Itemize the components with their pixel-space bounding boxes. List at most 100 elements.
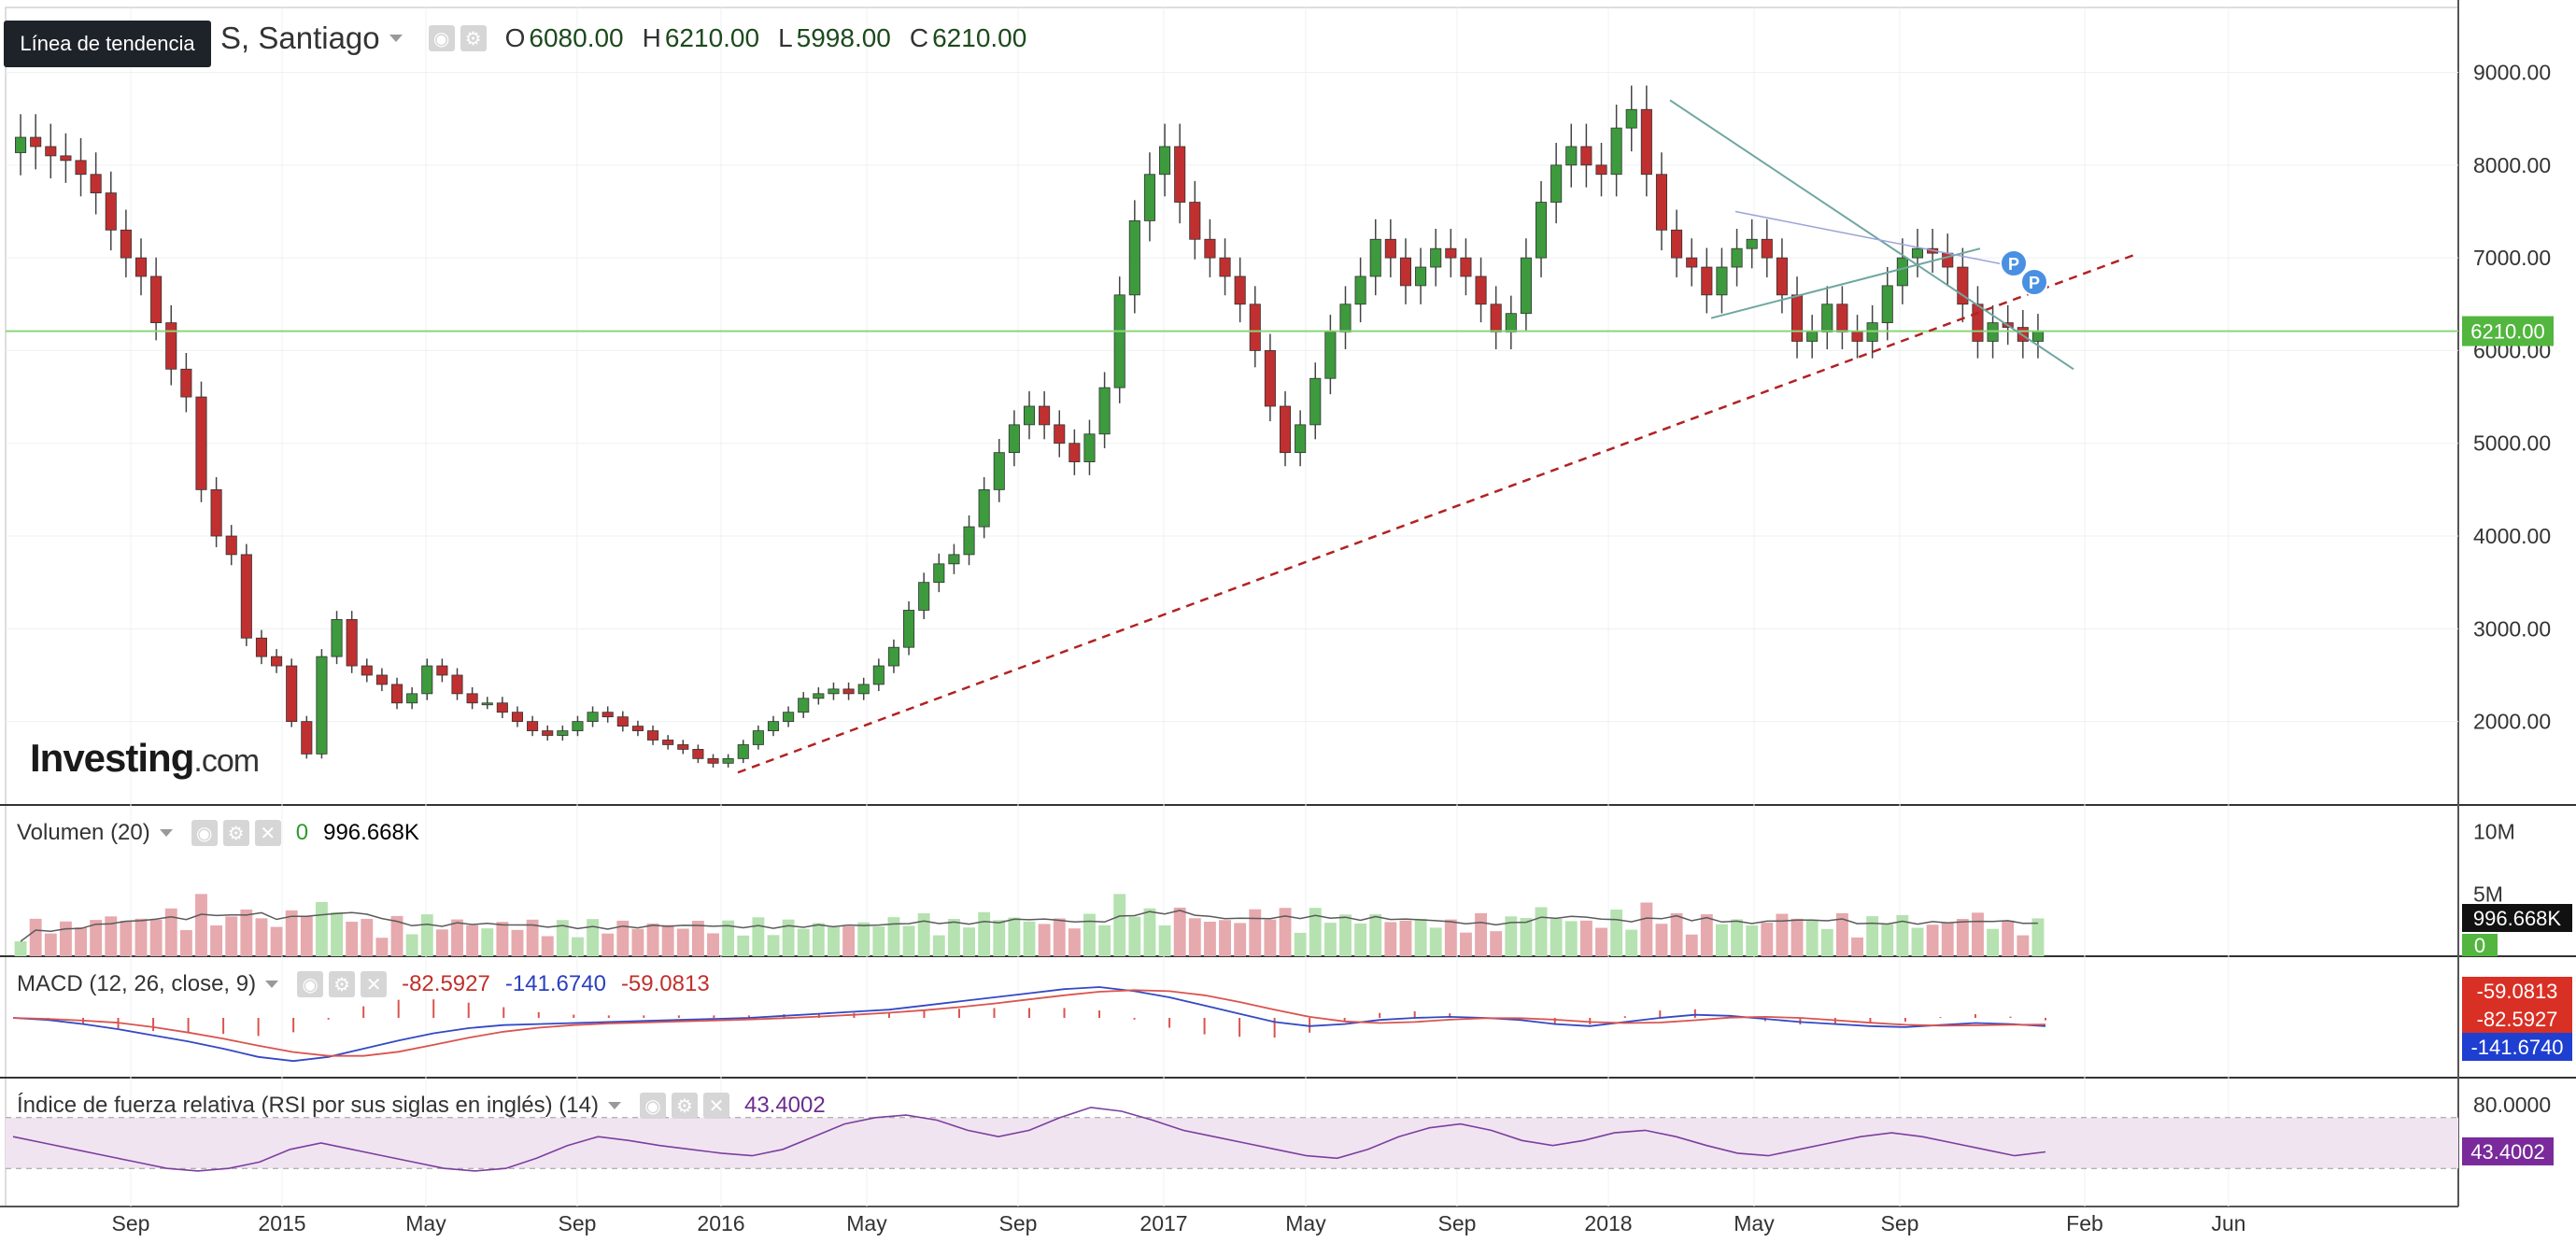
volume-bar	[225, 916, 238, 956]
close-icon[interactable]: ✕	[361, 971, 388, 997]
candle	[15, 136, 27, 153]
volume-bar	[59, 921, 72, 956]
volume-bar	[737, 935, 750, 956]
dashed-trendline	[737, 251, 2140, 774]
candle	[587, 712, 599, 723]
volume-bar	[782, 919, 795, 956]
pattern-line	[1710, 247, 1981, 319]
volume-bar	[210, 925, 223, 956]
pattern-line	[1669, 99, 2074, 371]
close-icon[interactable]: ✕	[254, 820, 281, 846]
candle	[602, 712, 614, 718]
eye-icon[interactable]: ◉	[428, 25, 455, 51]
volume-bar	[872, 926, 885, 956]
chevron-down-icon[interactable]	[607, 1102, 621, 1109]
investing-logo: Investing.com	[30, 736, 260, 780]
candle	[737, 744, 749, 759]
volume-bar	[1354, 923, 1367, 956]
volume-bar	[1490, 931, 1503, 956]
candle	[331, 618, 343, 657]
chevron-down-icon[interactable]	[389, 35, 403, 42]
volume-bar	[2031, 918, 2045, 956]
volume-bar	[767, 935, 780, 956]
volume-bar	[631, 928, 644, 956]
candle	[1174, 146, 1186, 203]
volume-bar	[1068, 928, 1081, 956]
candle	[677, 744, 689, 750]
volume-bar	[1700, 914, 1713, 956]
volume-bar	[134, 918, 148, 956]
volume-tick-label: 10M	[2473, 820, 2515, 844]
candle	[1475, 275, 1487, 305]
chevron-down-icon[interactable]	[159, 829, 173, 837]
close-icon[interactable]: ✕	[702, 1093, 729, 1119]
volume-bar	[270, 926, 283, 956]
candle	[1399, 257, 1412, 287]
eye-icon[interactable]: ◉	[297, 971, 324, 997]
candle	[1069, 443, 1081, 462]
chevron-down-icon[interactable]	[265, 981, 279, 988]
volume-bar	[1595, 927, 1607, 956]
volume-tick-label: 5M	[2473, 882, 2503, 906]
volume-bar	[691, 921, 704, 956]
ohlc-high: H 6210.00	[642, 23, 760, 52]
candle	[1219, 257, 1231, 277]
candle	[1249, 303, 1261, 351]
volume-bar	[812, 923, 825, 956]
volume-title: Volumen (20)	[17, 820, 150, 845]
x-tick-label: Sep	[1438, 1211, 1477, 1235]
candle	[692, 749, 704, 759]
volume-bar	[1535, 907, 1548, 956]
candle	[390, 684, 403, 704]
x-tick-label: May	[405, 1211, 446, 1235]
gear-icon[interactable]: ⚙	[329, 971, 356, 997]
candle	[1309, 377, 1322, 426]
volume-bar	[1972, 912, 1984, 956]
candle	[1008, 424, 1020, 454]
gear-icon[interactable]: ⚙	[671, 1093, 698, 1119]
x-tick-label: Sep	[559, 1211, 597, 1235]
candle	[1295, 424, 1307, 454]
candle	[903, 610, 915, 648]
volume-bar	[1851, 937, 1863, 956]
volume-bar	[1564, 921, 1578, 956]
volume-bar	[315, 901, 328, 956]
macd-line	[12, 986, 2046, 1063]
volume-bar	[587, 919, 600, 956]
volume-bar	[1369, 914, 1382, 956]
candle	[828, 688, 840, 695]
candle	[978, 488, 990, 528]
volume-bar	[1264, 919, 1277, 956]
ohlc-low: L 5998.00	[778, 23, 891, 52]
x-tick-label: Feb	[2066, 1211, 2103, 1235]
volume-bar	[1309, 908, 1322, 956]
x-tick-label: May	[1734, 1211, 1775, 1235]
gear-icon[interactable]: ⚙	[222, 820, 249, 846]
candle	[857, 684, 870, 695]
volume-bar	[1203, 922, 1216, 956]
y-tick-label: 7000.00	[2473, 246, 2551, 270]
y-tick-label: 5000.00	[2473, 431, 2551, 456]
candle	[963, 526, 975, 556]
eye-icon[interactable]: ◉	[639, 1093, 666, 1119]
candle	[134, 257, 148, 277]
rsi-title: Índice de fuerza relativa (RSI por sus s…	[17, 1093, 599, 1118]
candle	[406, 693, 418, 704]
volume-bar	[1414, 918, 1427, 956]
candle	[1279, 405, 1292, 454]
candle	[150, 275, 163, 324]
volume-bar	[420, 914, 433, 956]
volume-bar	[1023, 921, 1036, 956]
eye-icon[interactable]: ◉	[191, 820, 218, 846]
candle	[1761, 238, 1773, 259]
volume-bar	[14, 941, 27, 956]
volume-bar	[1038, 924, 1051, 956]
candle	[1204, 238, 1216, 259]
volume-bar	[1444, 919, 1457, 956]
candle	[361, 665, 373, 676]
macd-legend: MACD (12, 26, close, 9) ◉ ⚙ ✕ -82.5927 -…	[17, 971, 710, 997]
gear-icon[interactable]: ⚙	[460, 25, 487, 51]
symbol-title: S, Santiago	[220, 21, 380, 55]
candle	[511, 712, 524, 723]
